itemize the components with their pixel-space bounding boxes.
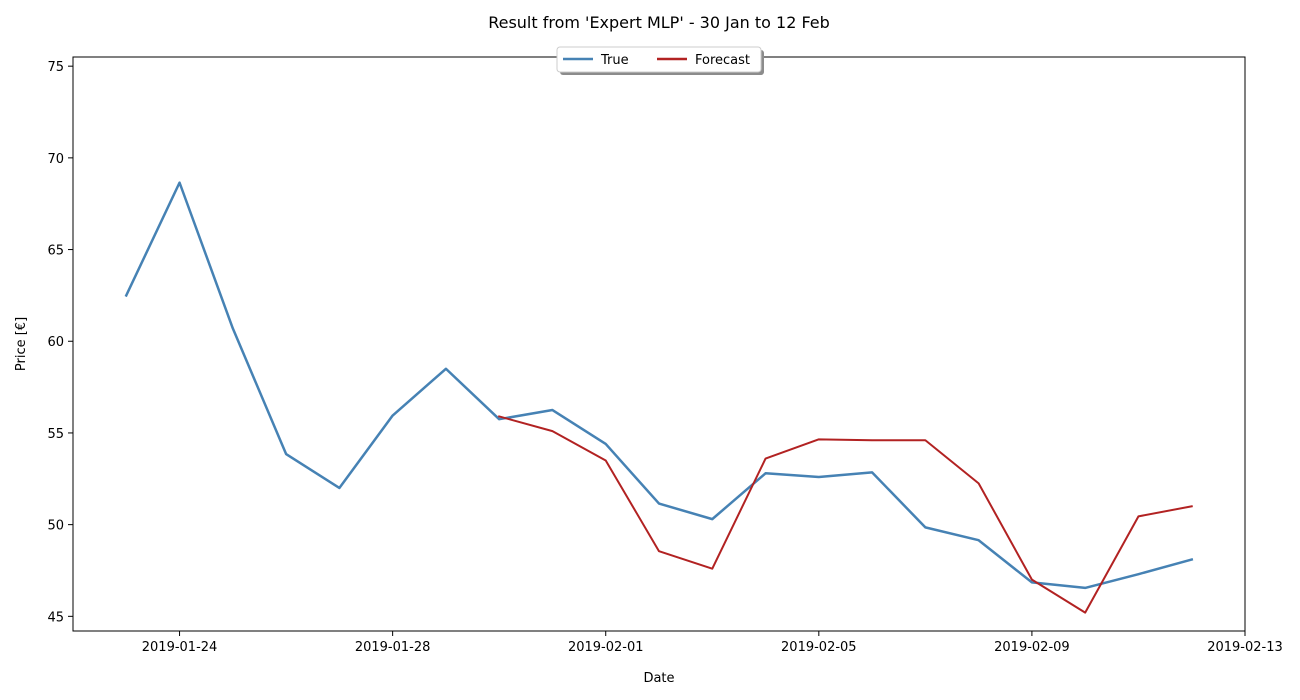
y-tick-label: 65: [47, 244, 64, 259]
x-tick-label: 2019-02-05: [781, 640, 857, 655]
y-tick-label: 75: [47, 60, 64, 75]
y-axis: 45 50 55 60 65 70 75: [47, 60, 73, 625]
x-tick-label: 2019-01-24: [142, 640, 218, 655]
x-tick-label: 2019-02-01: [568, 640, 644, 655]
x-axis-label: Date: [643, 671, 674, 686]
series-line-true: [124, 181, 1194, 590]
legend-label-true: True: [600, 53, 629, 68]
chart-title: Result from 'Expert MLP' - 30 Jan to 12 …: [488, 13, 830, 32]
plot-frame: [72, 56, 1246, 632]
y-tick-label: 70: [47, 152, 64, 167]
x-tick-label: 2019-02-13: [1207, 640, 1283, 655]
y-tick-label: 50: [47, 519, 64, 534]
y-tick-label: 55: [47, 427, 64, 442]
plot-area: [124, 181, 1194, 614]
y-axis-label: Price [€]: [14, 317, 29, 371]
legend-label-forecast: Forecast: [695, 53, 750, 68]
x-tick-label: 2019-02-09: [994, 640, 1070, 655]
y-tick-label: 45: [47, 610, 64, 625]
x-axis: 2019-01-24 2019-01-28 2019-02-01 2019-02-05…: [142, 631, 1283, 655]
legend: True Forecast: [556, 46, 764, 75]
y-tick-label: 60: [47, 335, 64, 350]
series-line-forecast: [497, 415, 1193, 614]
x-tick-label: 2019-01-28: [355, 640, 431, 655]
